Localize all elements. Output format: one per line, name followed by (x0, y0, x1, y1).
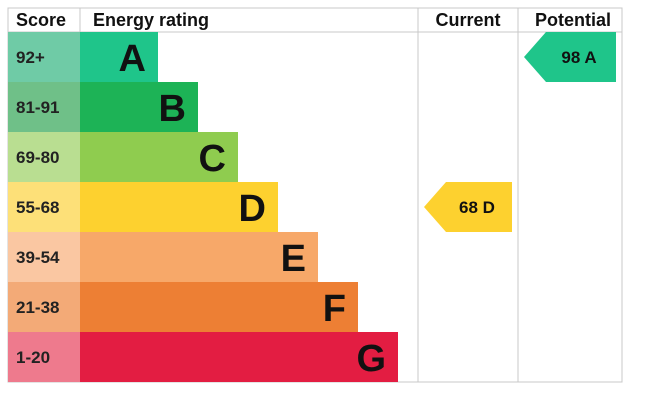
potential-arrow-shape (524, 32, 616, 82)
score-cell-e (8, 232, 80, 282)
rating-arrows: 68 D 98 A (424, 32, 616, 232)
score-cell-f (8, 282, 80, 332)
band-d: 55-68 D (8, 182, 278, 232)
score-range-c: 69-80 (16, 148, 59, 167)
band-bar-e (80, 232, 318, 282)
score-range-b: 81-91 (16, 98, 59, 117)
band-letter-f: F (323, 288, 346, 330)
score-range-e: 39-54 (16, 248, 60, 267)
score-cell-b (8, 82, 80, 132)
band-e: 39-54 E (8, 232, 318, 282)
band-letter-b: B (159, 88, 186, 130)
band-letter-d: D (239, 188, 266, 230)
band-f: 21-38 F (8, 282, 358, 332)
header-score: Score (16, 10, 66, 30)
band-letter-c: C (199, 138, 226, 180)
score-range-d: 55-68 (16, 198, 59, 217)
current-arrow-label: 68 D (459, 198, 495, 217)
band-bar-f (80, 282, 358, 332)
score-range-g: 1-20 (16, 348, 50, 367)
band-b: 81-91 B (8, 82, 198, 132)
score-cell-d (8, 182, 80, 232)
current-rating-arrow: 68 D (424, 182, 512, 232)
rating-bands: 92+ A 81-91 B 69-80 C 55-68 D 39-54 E 21-38 F 1-20 G (8, 32, 398, 382)
potential-rating-arrow: 98 A (524, 32, 616, 82)
band-c: 69-80 C (8, 132, 238, 182)
band-letter-e: E (281, 238, 306, 280)
band-letter-g: G (356, 338, 386, 380)
band-bar-b (80, 82, 198, 132)
current-arrow-shape (424, 182, 512, 232)
score-range-a: 92+ (16, 48, 45, 67)
header-current: Current (435, 10, 500, 30)
score-cell-a (8, 32, 80, 82)
band-a: 92+ A (8, 32, 158, 82)
band-letter-a: A (119, 38, 146, 80)
potential-arrow-label: 98 A (561, 48, 596, 67)
band-bar-a (80, 32, 158, 82)
header-potential: Potential (535, 10, 611, 30)
band-bar-g (80, 332, 398, 382)
band-bar-d (80, 182, 278, 232)
header-energy-rating: Energy rating (93, 10, 209, 30)
band-g: 1-20 G (8, 332, 398, 382)
score-cell-c (8, 132, 80, 182)
score-range-f: 21-38 (16, 298, 59, 317)
band-bar-c (80, 132, 238, 182)
score-cell-g (8, 332, 80, 382)
table-headers: Score Energy rating Current Potential (16, 10, 611, 30)
